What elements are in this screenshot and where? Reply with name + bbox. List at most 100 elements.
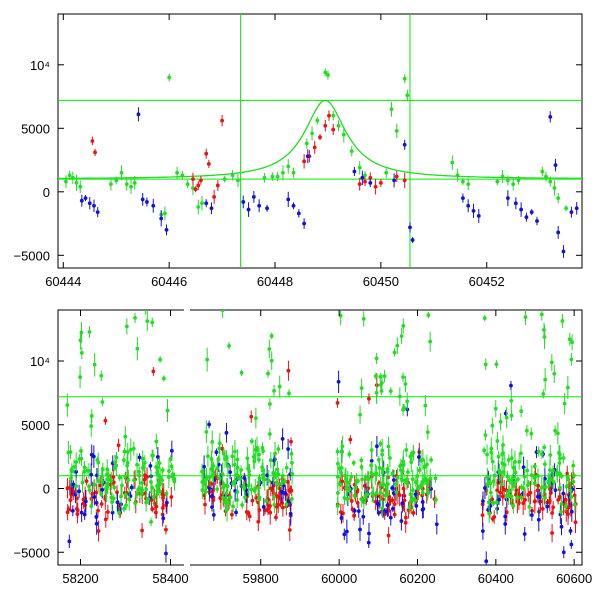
- green-point: [210, 468, 215, 473]
- green-point: [549, 360, 554, 365]
- green-point: [122, 506, 126, 511]
- green-point: [515, 477, 520, 482]
- green-point: [504, 415, 509, 420]
- red-point: [75, 508, 80, 513]
- red-point: [563, 497, 568, 502]
- green-point: [64, 179, 68, 184]
- green-point: [253, 416, 258, 420]
- red-point: [220, 446, 225, 451]
- green-point: [511, 504, 516, 508]
- green-point: [158, 357, 163, 362]
- red-point: [387, 497, 392, 502]
- red-point: [160, 506, 165, 510]
- green-point: [124, 182, 129, 187]
- green-point: [525, 468, 530, 473]
- red-point: [538, 499, 543, 504]
- blue-point: [92, 495, 97, 499]
- red-point: [287, 488, 292, 493]
- green-point: [123, 434, 128, 439]
- green-point: [249, 439, 254, 444]
- green-point: [507, 489, 512, 494]
- red-point: [220, 118, 224, 123]
- green-point: [555, 431, 560, 436]
- red-point: [193, 187, 198, 192]
- green-point: [425, 481, 430, 486]
- green-point: [233, 449, 237, 454]
- blue-point: [369, 459, 374, 463]
- green-point: [506, 458, 511, 462]
- green-point: [553, 428, 558, 433]
- green-point: [220, 472, 225, 477]
- blue-point: [214, 450, 219, 455]
- bottom-xtick-label: 60000: [321, 571, 357, 586]
- green-point: [466, 182, 471, 187]
- green-point: [522, 474, 527, 479]
- green-point: [552, 371, 557, 376]
- green-point: [558, 485, 562, 490]
- green-point: [378, 482, 383, 487]
- green-point: [511, 182, 516, 187]
- red-point: [286, 368, 291, 373]
- green-point: [410, 497, 415, 501]
- green-point: [227, 343, 231, 348]
- green-point: [276, 472, 281, 477]
- blue-point: [288, 511, 293, 516]
- green-point: [380, 381, 384, 385]
- green-point: [72, 465, 76, 469]
- red-point: [250, 498, 255, 503]
- blue-point: [210, 505, 214, 510]
- green-point: [369, 470, 374, 475]
- green-point: [501, 470, 506, 474]
- green-point: [417, 468, 422, 473]
- red-point: [411, 511, 416, 515]
- red-point: [218, 496, 223, 500]
- green-point: [99, 373, 104, 378]
- blue-point: [569, 542, 574, 547]
- green-point: [570, 340, 574, 345]
- green-point: [450, 160, 455, 165]
- green-point: [485, 452, 489, 457]
- green-point: [405, 399, 410, 404]
- red-point: [115, 490, 119, 495]
- blue-point: [336, 379, 341, 384]
- green-point: [486, 480, 491, 484]
- red-point: [268, 486, 273, 491]
- blue-point: [376, 502, 381, 507]
- blue-point: [89, 452, 94, 457]
- red-point: [348, 437, 353, 442]
- green-point: [548, 477, 553, 482]
- green-point: [291, 170, 296, 175]
- green-point: [126, 478, 131, 482]
- blue-point: [482, 486, 487, 490]
- green-point: [402, 76, 407, 81]
- green-point: [242, 486, 247, 490]
- green-point: [394, 128, 399, 133]
- green-point: [74, 460, 79, 464]
- green-point: [89, 504, 94, 509]
- green-point: [548, 179, 553, 184]
- green-point: [221, 495, 225, 500]
- red-point: [352, 482, 357, 487]
- green-point: [132, 478, 136, 483]
- bottom-panel-frame: [57, 309, 583, 566]
- red-point: [572, 493, 577, 498]
- green-point: [224, 498, 229, 503]
- red-point: [96, 529, 101, 533]
- green-point: [135, 346, 140, 351]
- green-point: [256, 457, 261, 462]
- green-point: [571, 463, 576, 468]
- green-point: [280, 473, 285, 478]
- green-point: [69, 467, 74, 472]
- bottom-ytick-label: 5000: [21, 418, 50, 433]
- green-point: [559, 502, 564, 506]
- red-point: [199, 178, 203, 183]
- blue-point: [529, 513, 534, 517]
- green-point: [373, 374, 378, 378]
- blue-point: [505, 196, 510, 201]
- green-point: [510, 476, 515, 480]
- green-point: [257, 476, 262, 481]
- red-point: [65, 510, 70, 515]
- green-point: [339, 449, 344, 454]
- green-point: [359, 465, 364, 469]
- blue-point: [79, 510, 84, 515]
